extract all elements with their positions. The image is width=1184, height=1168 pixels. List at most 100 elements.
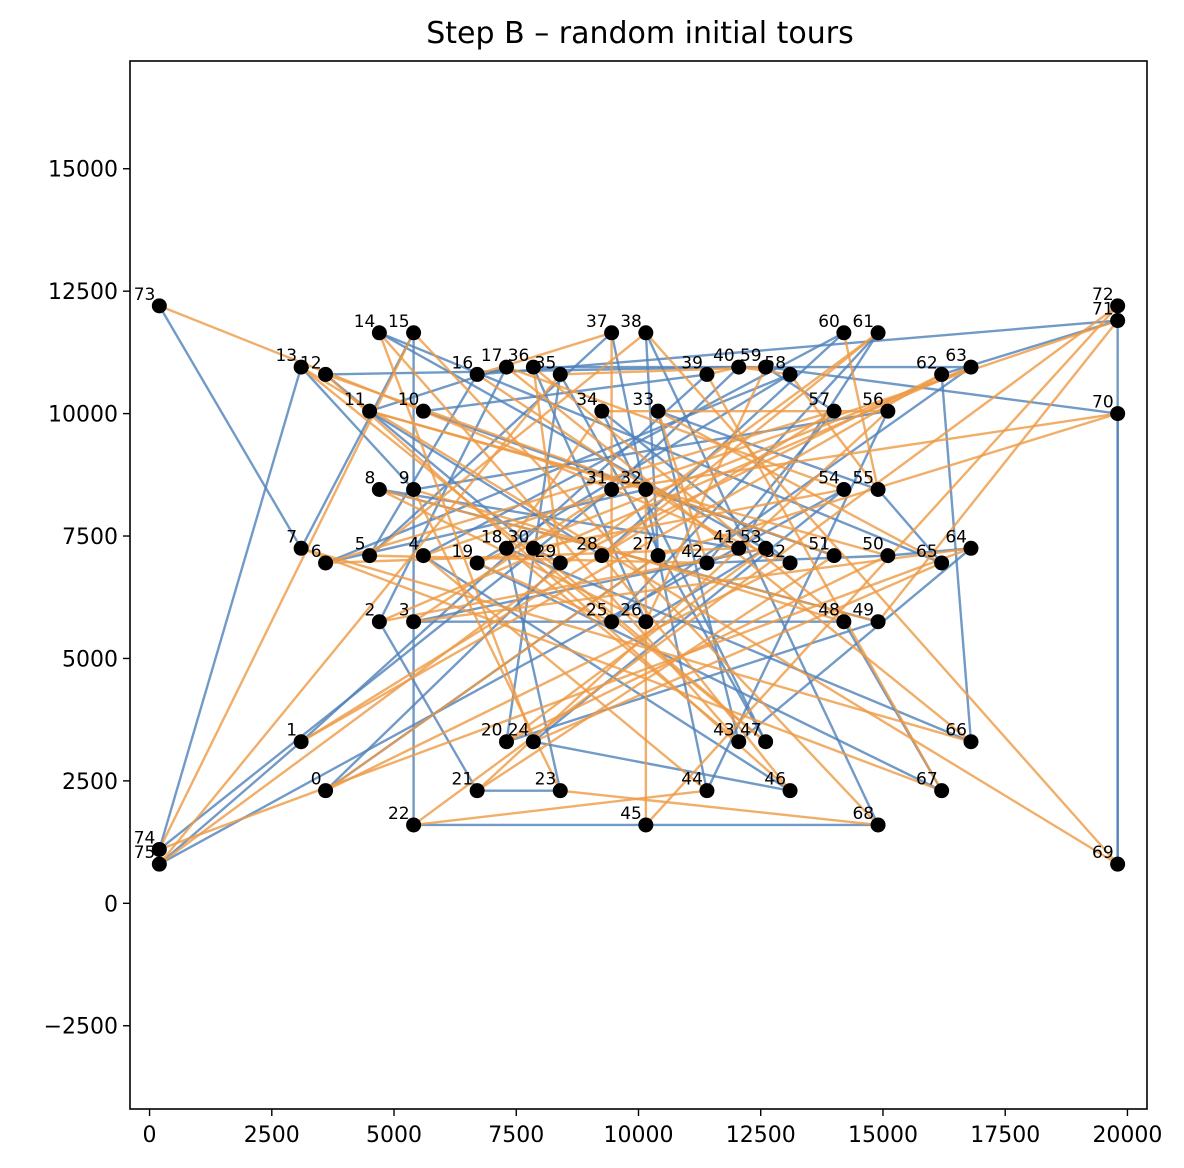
x-tick-label: 12500: [726, 1123, 796, 1148]
x-axis: 0 2500 5000 7500 10000 12500 15000 17500 20000: [143, 1109, 1162, 1148]
city-point: [731, 734, 747, 750]
tour-1-segment: [324, 562, 562, 792]
city-label: 48: [818, 601, 840, 621]
city-label: 33: [632, 390, 654, 410]
city-label: 72: [1092, 285, 1114, 305]
city-point: [552, 783, 568, 799]
tour-2-segment: [300, 366, 1119, 866]
tour-2-segment: [505, 547, 740, 743]
tour-2-segment: [368, 331, 647, 557]
x-tick-label: 15000: [848, 1123, 918, 1148]
city-label: 43: [713, 721, 735, 741]
city-point: [362, 548, 378, 564]
city-point: [782, 555, 798, 571]
city-point: [371, 325, 387, 341]
city-point: [498, 540, 514, 556]
tour-2-segment: [413, 789, 708, 827]
city-label: 49: [852, 601, 874, 621]
city-label: 42: [681, 542, 703, 562]
plot-frame: [129, 60, 1148, 1110]
city-label: 29: [535, 542, 557, 562]
city-point: [963, 540, 979, 556]
city-label: 21: [452, 770, 474, 790]
tour-1-segment: [657, 410, 879, 491]
city-label: 37: [586, 312, 608, 332]
tour-1-segment: [158, 366, 303, 850]
city-label: 53: [740, 527, 762, 547]
city-point: [293, 734, 309, 750]
x-tick-label: 20000: [1092, 1123, 1162, 1148]
city-label: 54: [818, 469, 840, 489]
tour-2-segment: [533, 488, 845, 550]
city-point: [406, 482, 422, 498]
tour-2-segment: [842, 332, 880, 490]
tour-2-segment: [644, 305, 1119, 826]
city-point: [469, 555, 485, 571]
tour-2-segment: [506, 365, 845, 491]
city-label: 14: [354, 312, 376, 332]
tour-2-segment: [644, 331, 1119, 865]
city-label: 58: [764, 353, 786, 373]
city-point: [758, 359, 774, 375]
city-point: [1110, 298, 1126, 314]
city-label: 16: [452, 353, 474, 373]
city-label: 28: [576, 535, 598, 555]
tour-2-segment: [300, 547, 943, 792]
city-point: [836, 482, 852, 498]
tour-1-segment: [505, 548, 562, 791]
city-point: [650, 548, 666, 564]
city-point: [151, 298, 167, 314]
city-label: 38: [620, 312, 642, 332]
city-label: 8: [365, 469, 376, 489]
x-tick-label: 7500: [488, 1123, 544, 1148]
city-point: [552, 366, 568, 382]
city-point: [782, 783, 798, 799]
city-point: [870, 482, 886, 498]
city-label: 50: [862, 535, 884, 555]
city-point: [604, 482, 620, 498]
city-label: 73: [134, 285, 156, 305]
city-label: 1: [286, 721, 297, 741]
city-label: 18: [481, 527, 503, 547]
city-label: 65: [916, 542, 938, 562]
city-label: 30: [508, 527, 530, 547]
city-label: 67: [916, 770, 938, 790]
tour-1-segment: [378, 331, 791, 565]
city-label: 75: [134, 843, 156, 863]
city-point: [963, 734, 979, 750]
city-label: 59: [740, 346, 762, 366]
city-point: [469, 783, 485, 799]
city-point: [934, 366, 950, 382]
city-label: 74: [134, 828, 156, 848]
city-label: 12: [300, 353, 322, 373]
tour-1-segment: [477, 319, 1118, 376]
city-label: 25: [586, 601, 608, 621]
city-point: [699, 783, 715, 799]
city-label: 68: [852, 804, 874, 824]
tour-1-segment: [610, 331, 879, 623]
city-point: [699, 366, 715, 382]
city-label: 3: [399, 601, 410, 621]
x-tick-label: 0: [143, 1123, 157, 1148]
city-point: [469, 366, 485, 382]
tour-1-segment: [422, 331, 845, 557]
tour-1-segment: [158, 488, 845, 866]
y-tick-label: 12500: [48, 280, 118, 305]
city-label: 62: [916, 353, 938, 373]
x-tick-label: 2500: [244, 1123, 300, 1148]
tour-2-segment: [532, 366, 562, 564]
city-label: 10: [398, 390, 420, 410]
city-label: 7: [286, 527, 297, 547]
city-point: [604, 614, 620, 630]
city-point: [650, 403, 666, 419]
city-point: [552, 555, 568, 571]
city-point: [406, 614, 422, 630]
city-points: [151, 298, 1126, 872]
city-point: [638, 614, 654, 630]
city-point: [870, 614, 886, 630]
tour-2-segment: [560, 789, 879, 827]
tour-2-segment: [324, 554, 659, 792]
city-point: [525, 540, 541, 556]
